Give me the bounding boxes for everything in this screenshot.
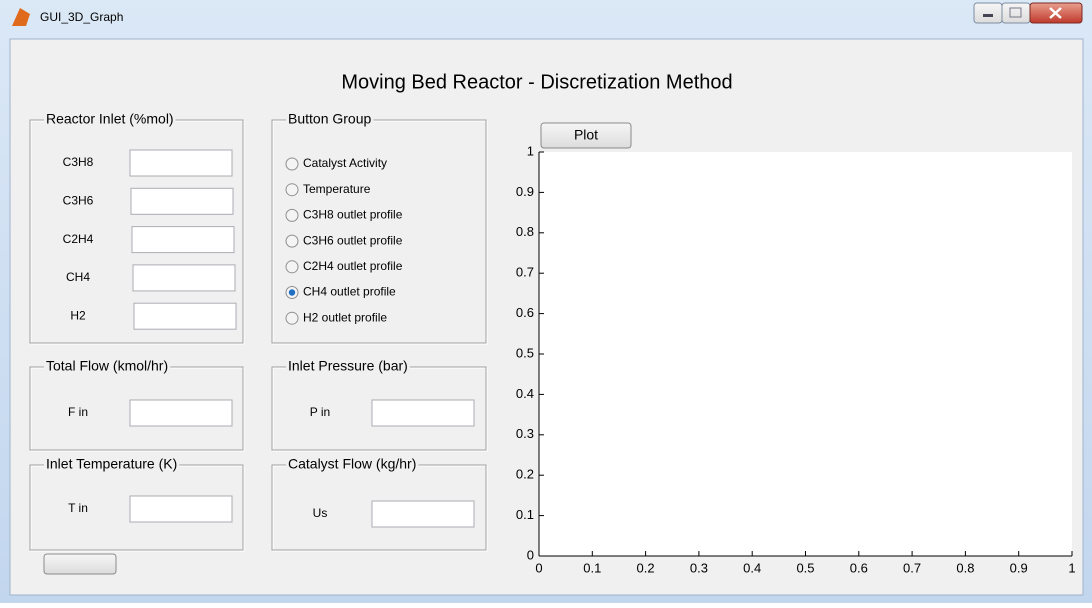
x-tick-label: 1: [1068, 560, 1075, 575]
panel-title: Button Group: [288, 111, 371, 127]
radio-label: Temperature: [303, 182, 371, 196]
y-tick-label: 0.4: [516, 386, 534, 401]
y-tick-label: 0.6: [516, 305, 534, 320]
text-input[interactable]: [371, 500, 475, 528]
y-tick-label: 1: [527, 143, 534, 158]
field-label: C3H8: [63, 155, 94, 169]
unlabeled-button[interactable]: [43, 553, 117, 575]
panel-title: Inlet Pressure (bar): [288, 358, 408, 374]
panel-title-bg: [286, 357, 410, 374]
radio-button[interactable]: [285, 208, 299, 222]
panel-title-bg: [44, 357, 171, 374]
plot-button-label: Plot: [574, 127, 598, 143]
x-tick-label: 0.1: [583, 560, 601, 575]
field-label: C2H4: [63, 232, 94, 246]
y-tick-label: 0.8: [516, 224, 534, 239]
field-label: F in: [68, 405, 88, 419]
radio-dot: [288, 289, 296, 296]
panel-title: Total Flow (kmol/hr): [46, 358, 168, 374]
text-input[interactable]: [132, 264, 236, 292]
x-tick-label: 0.2: [637, 560, 655, 575]
text-input[interactable]: [131, 226, 235, 254]
x-tick-label: 0.9: [1010, 560, 1028, 575]
x-tick-label: 0.3: [690, 560, 708, 575]
field-label: T in: [68, 501, 88, 515]
field-label: H2: [70, 308, 86, 322]
radio-label: C3H8 outlet profile: [303, 208, 403, 222]
panel-title-bg: [44, 110, 176, 127]
text-input[interactable]: [129, 495, 233, 523]
text-input[interactable]: [371, 399, 475, 427]
y-tick-label: 0.7: [516, 265, 534, 280]
radio-button[interactable]: [285, 183, 299, 197]
panel-title: Reactor Inlet (%mol): [46, 111, 174, 127]
y-tick-label: 0.5: [516, 345, 534, 360]
radio-label: C3H6 outlet profile: [303, 233, 403, 247]
window-title: GUI_3D_Graph: [40, 10, 123, 24]
radio-button[interactable]: [285, 260, 299, 274]
panel-title: Catalyst Flow (kg/hr): [288, 456, 416, 472]
panel-title-bg: [286, 455, 419, 472]
y-tick-label: 0.1: [516, 507, 534, 522]
radio-button[interactable]: [285, 157, 299, 171]
heading: Moving Bed Reactor - Discretization Meth…: [341, 71, 732, 93]
x-tick-label: 0: [535, 560, 542, 575]
axes-area: [539, 152, 1072, 556]
y-tick-label: 0.3: [516, 426, 534, 441]
x-tick-label: 0.7: [903, 560, 921, 575]
radio-label: C2H4 outlet profile: [303, 259, 403, 273]
x-tick-label: 0.5: [796, 560, 814, 575]
field-label: P in: [310, 405, 330, 419]
panel-title-bg: [44, 455, 180, 472]
field-label: Us: [313, 506, 328, 520]
radio-button[interactable]: [285, 234, 299, 248]
panel-title-bg: [286, 110, 374, 127]
close-icon: [1049, 7, 1062, 19]
text-input[interactable]: [133, 302, 237, 330]
panel-border: [272, 120, 488, 345]
x-tick-label: 0.8: [956, 560, 974, 575]
radio-label: CH4 outlet profile: [303, 285, 396, 299]
y-tick-label: 0.9: [516, 184, 534, 199]
text-input[interactable]: [129, 149, 233, 177]
text-input[interactable]: [129, 399, 233, 427]
plot-button[interactable]: [540, 122, 632, 149]
panel-border: [271, 119, 487, 344]
minimize-icon: [983, 14, 993, 17]
radio-label: Catalyst Activity: [303, 156, 387, 170]
maximize-icon: [1009, 7, 1022, 18]
text-input[interactable]: [130, 187, 234, 215]
field-label: CH4: [66, 270, 90, 284]
maximize-button[interactable]: [1001, 2, 1031, 24]
panel-title: Inlet Temperature (K): [46, 456, 177, 472]
minimize-button[interactable]: [973, 2, 1003, 24]
radio-button[interactable]: [285, 311, 299, 325]
x-tick-label: 0.6: [850, 560, 868, 575]
app-icon: [12, 8, 30, 26]
y-tick-label: 0: [527, 547, 534, 562]
x-tick-label: 0.4: [743, 560, 761, 575]
radio-label: H2 outlet profile: [303, 310, 387, 324]
field-label: C3H6: [63, 193, 94, 207]
y-tick-label: 0.2: [516, 467, 534, 482]
